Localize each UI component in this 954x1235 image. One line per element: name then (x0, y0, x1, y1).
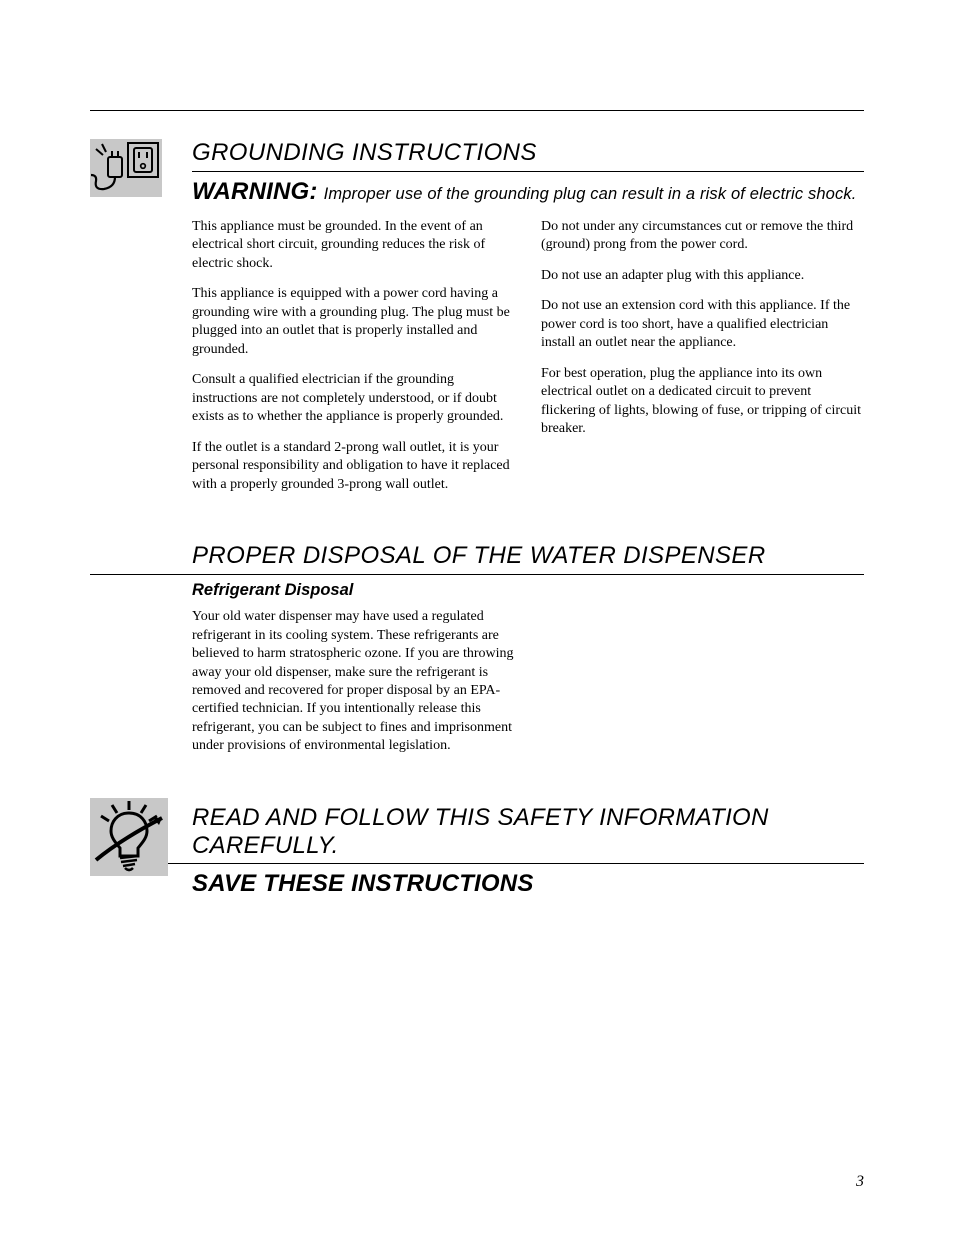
grounding-heading: GROUNDING INSTRUCTIONS (192, 139, 864, 171)
body-paragraph: If the outlet is a standard 2-prong wall… (192, 439, 515, 494)
body-paragraph: This appliance is equipped with a power … (192, 285, 515, 359)
warning-text: Improper use of the grounding plug can r… (324, 185, 857, 203)
body-paragraph: This appliance must be grounded. In the … (192, 218, 515, 273)
body-paragraph: Your old water dispenser may have used a… (192, 608, 515, 756)
left-column: Your old water dispenser may have used a… (192, 608, 515, 768)
plug-outlet-icon (90, 139, 162, 197)
body-paragraph: Do not use an adapter plug with this app… (541, 267, 864, 285)
disposal-section: PROPER DISPOSAL OF THE WATER DISPENSER R… (90, 542, 864, 768)
warning-line: WARNING: Improper use of the grounding p… (192, 178, 864, 206)
body-paragraph: Consult a qualified electrician if the g… (192, 371, 515, 426)
two-column-body: Your old water dispenser may have used a… (192, 608, 864, 768)
grounding-section: GROUNDING INSTRUCTIONS WARNING: Improper… (90, 139, 864, 506)
body-paragraph: Do not under any circumstances cut or re… (541, 218, 864, 255)
right-column: Do not under any circumstances cut or re… (541, 218, 864, 506)
heading-rule (90, 574, 864, 575)
disposal-heading: PROPER DISPOSAL OF THE WATER DISPENSER (192, 542, 864, 574)
heading-rule (90, 863, 864, 864)
disposal-subhead: Refrigerant Disposal (192, 581, 864, 600)
body-paragraph: Do not use an extension cord with this a… (541, 297, 864, 352)
right-column (541, 608, 864, 768)
left-column: This appliance must be grounded. In the … (192, 218, 515, 506)
top-horizontal-rule (90, 110, 864, 111)
body-paragraph: For best operation, plug the appliance i… (541, 365, 864, 439)
warning-label: WARNING: (192, 178, 318, 205)
save-instructions-heading: SAVE THESE INSTRUCTIONS (192, 870, 864, 898)
page-number: 3 (856, 1173, 864, 1191)
save-instructions-section: READ AND FOLLOW THIS SAFETY INFORMATION … (90, 804, 864, 898)
read-follow-heading: READ AND FOLLOW THIS SAFETY INFORMATION … (192, 804, 864, 863)
heading-rule (192, 171, 864, 172)
lightbulb-alert-icon (90, 798, 162, 876)
two-column-body: This appliance must be grounded. In the … (192, 218, 864, 506)
